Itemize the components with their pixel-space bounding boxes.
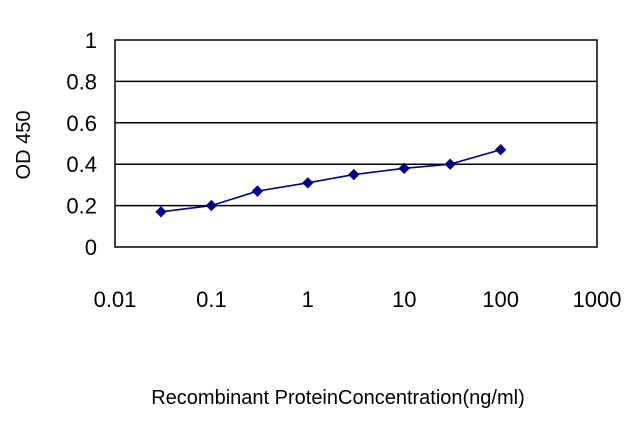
- series-layer: [155, 144, 507, 218]
- grid-layer: [115, 80, 597, 207]
- y-tick-label: 1: [85, 28, 97, 53]
- series-line: [160, 148, 501, 213]
- x-tick-label: 100: [482, 287, 519, 312]
- data-point-marker: [444, 158, 456, 170]
- y-tick-label: 0.8: [66, 69, 97, 94]
- plot-area-frame: [114, 39, 598, 248]
- data-point-marker: [494, 144, 507, 156]
- data-point-marker: [205, 199, 218, 212]
- y-axis-title: OD 450: [13, 111, 35, 180]
- y-tick-label: 0.4: [66, 152, 97, 177]
- x-tick-labels: 0.01 0.1 1 10 100 1000: [94, 287, 622, 312]
- y-tick-label: 0: [85, 235, 97, 260]
- x-tick-label: 1000: [573, 287, 622, 312]
- data-point-marker: [398, 162, 410, 175]
- data-point-marker: [251, 185, 264, 197]
- data-point-marker: [155, 206, 167, 218]
- x-tick-label: 1: [302, 287, 314, 312]
- data-point-marker: [302, 177, 314, 189]
- x-tick-label: 0.01: [94, 287, 137, 312]
- x-tick-label: 10: [392, 287, 416, 312]
- y-tick-label: 0.6: [66, 111, 97, 136]
- x-axis-title: Recombinant ProteinConcentration(ng/ml): [151, 387, 525, 409]
- data-point-marker: [348, 168, 360, 181]
- y-tick-label: 0.2: [66, 194, 97, 219]
- y-tick-labels: 0 0.2 0.4 0.6 0.8 1: [66, 28, 97, 260]
- x-tick-label: 0.1: [196, 287, 227, 312]
